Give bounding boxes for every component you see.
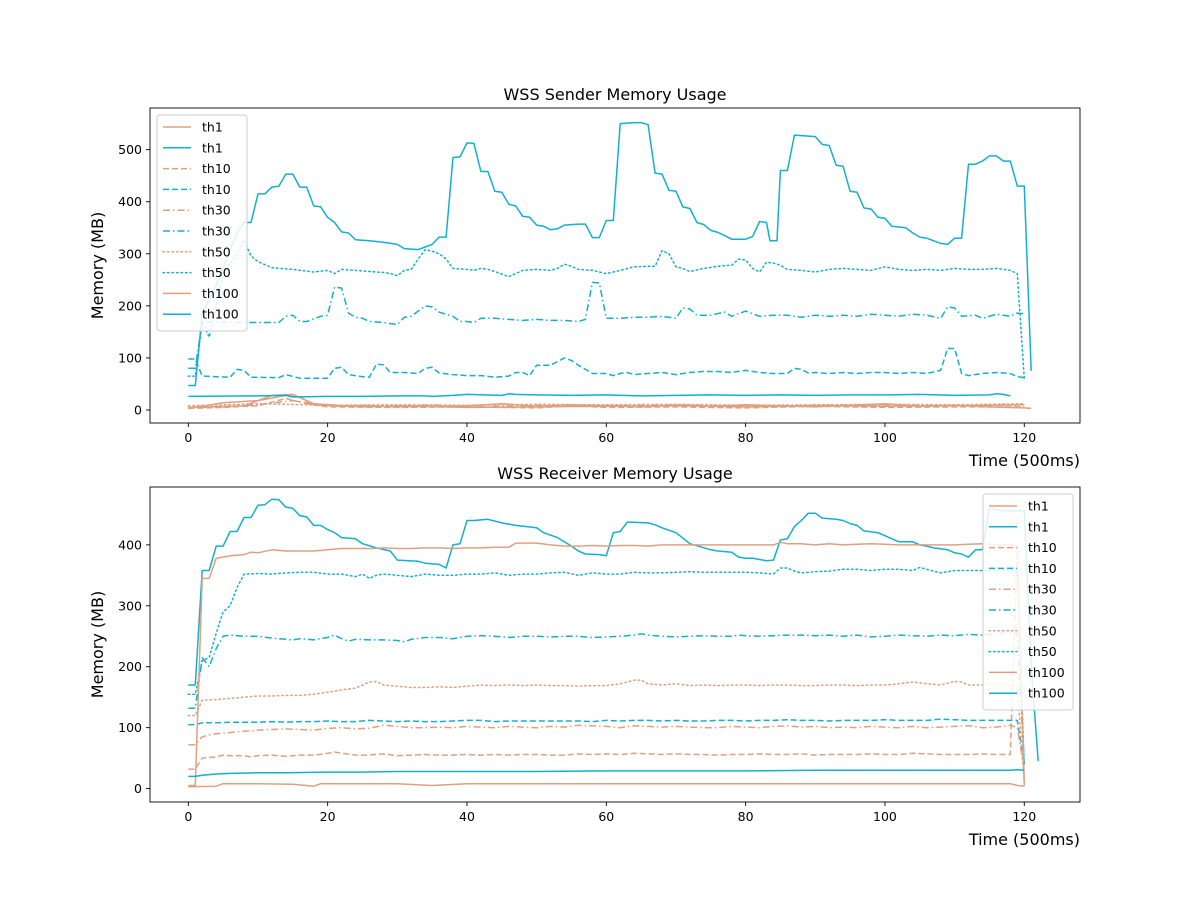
receiver-y-axis-label: Memory (MB) bbox=[88, 591, 107, 698]
sender-x-tick-label: 80 bbox=[738, 430, 754, 445]
receiver-legend-label-th50: th50 bbox=[1028, 623, 1057, 638]
sender-legend-label-th1: th1 bbox=[202, 140, 223, 155]
sender-line-th10-blue bbox=[188, 347, 1025, 379]
sender-line-th30-blue bbox=[188, 281, 1025, 370]
receiver-x-tick-label: 20 bbox=[320, 809, 336, 824]
sender-legend-label-th50: th50 bbox=[202, 265, 231, 280]
sender-y-tick-label: 0 bbox=[134, 402, 142, 417]
sender-axes-frame bbox=[149, 107, 1081, 424]
sender-y-axis-label: Memory (MB) bbox=[88, 212, 107, 319]
receiver-legend-label-th1: th1 bbox=[1028, 499, 1049, 514]
receiver-legend-box bbox=[982, 493, 1074, 711]
receiver-x-tick-label: 0 bbox=[184, 809, 192, 824]
receiver-line-th50-blue bbox=[187, 566, 1026, 769]
receiver-y-tick-label: 100 bbox=[118, 720, 142, 735]
sender-legend-label-th10: th10 bbox=[202, 161, 231, 176]
receiver-line-th30-blue bbox=[188, 631, 1026, 765]
sender-legend-label-th10: th10 bbox=[202, 182, 231, 197]
receiver-x-tick-label: 80 bbox=[738, 809, 754, 824]
sender-legend: th1 th1 th10 th10 th30 th30 th50 th50 th100 th100 bbox=[156, 114, 248, 332]
receiver-y-tick-label: 300 bbox=[118, 598, 142, 613]
receiver-x-axis-label: Time (500ms) bbox=[968, 830, 1080, 849]
sender-x-axis-label: Time (500ms) bbox=[968, 451, 1080, 470]
sender-x-tick-label: 100 bbox=[873, 430, 897, 445]
receiver-chart-title: WSS Receiver Memory Usage bbox=[497, 464, 733, 483]
receiver-memory-chart: 0 20 40 60 80 100 120 0 100 200 300 400 WSS Receiver… bbox=[88, 464, 1081, 849]
receiver-axes-frame bbox=[149, 486, 1081, 803]
sender-legend-label-th30: th30 bbox=[202, 203, 231, 218]
receiver-legend: th1 th1 th10 th10 th30 th30 th50 th50 th100 th100 bbox=[982, 493, 1074, 711]
sender-memory-chart: 0 20 40 60 80 100 120 0 100 200 300 400 500 WSS Sende… bbox=[88, 85, 1081, 470]
receiver-y-tick-label: 400 bbox=[118, 537, 142, 552]
receiver-legend-label-th100: th100 bbox=[1028, 665, 1065, 680]
receiver-line-th10-tan bbox=[188, 546, 1026, 786]
receiver-line-th30-tan bbox=[188, 724, 1026, 771]
receiver-x-tick-label: 40 bbox=[459, 809, 475, 824]
sender-legend-label-th30: th30 bbox=[202, 224, 231, 239]
sender-legend-label-th100: th100 bbox=[202, 286, 239, 301]
receiver-x-tick-label: 100 bbox=[873, 809, 897, 824]
sender-line-th10-tan bbox=[188, 397, 1025, 410]
sender-y-tick-label: 100 bbox=[118, 350, 142, 365]
sender-y-tick-label: 400 bbox=[118, 194, 142, 209]
sender-y-tick-label: 200 bbox=[118, 298, 142, 313]
sender-line-th50-blue bbox=[187, 239, 1026, 380]
receiver-legend-label-th50: th50 bbox=[1028, 644, 1057, 659]
sender-x-tick-label: 40 bbox=[459, 430, 475, 445]
receiver-x-tick-label: 120 bbox=[1012, 809, 1036, 824]
sender-line-th100-tan bbox=[188, 394, 1032, 410]
sender-chart-title: WSS Sender Memory Usage bbox=[503, 85, 726, 104]
sender-line-th1-blue bbox=[188, 121, 1032, 387]
receiver-legend-label-th30: th30 bbox=[1028, 603, 1057, 618]
sender-x-tick-label: 120 bbox=[1012, 430, 1036, 445]
receiver-series-group bbox=[187, 498, 1039, 788]
receiver-y-tick-label: 0 bbox=[134, 781, 142, 796]
receiver-legend-label-th10: th10 bbox=[1028, 561, 1057, 576]
receiver-line-th50-tan bbox=[187, 679, 1026, 784]
receiver-y-tick-label: 200 bbox=[118, 659, 142, 674]
receiver-legend-label-th30: th30 bbox=[1028, 582, 1057, 597]
sender-line-th100-blue bbox=[188, 393, 1011, 398]
sender-y-tick-label: 300 bbox=[118, 246, 142, 261]
sender-legend-label-th1: th1 bbox=[202, 120, 223, 135]
sender-x-tick-label: 20 bbox=[320, 430, 336, 445]
sender-x-tick-label: 0 bbox=[184, 430, 192, 445]
sender-series-group bbox=[187, 121, 1032, 410]
receiver-line-th100-tan bbox=[188, 541, 1026, 787]
receiver-line-th10-blue bbox=[188, 718, 1026, 765]
sender-y-tick-label: 500 bbox=[118, 142, 142, 157]
receiver-line-th1-blue bbox=[188, 498, 1039, 762]
sender-legend-box bbox=[156, 114, 248, 332]
receiver-legend-label-th10: th10 bbox=[1028, 540, 1057, 555]
receiver-legend-label-th1: th1 bbox=[1028, 519, 1049, 534]
receiver-line-th1-tan bbox=[188, 782, 1025, 788]
sender-legend-label-th100: th100 bbox=[202, 307, 239, 322]
sender-legend-label-th50: th50 bbox=[202, 244, 231, 259]
sender-x-tick-label: 60 bbox=[598, 430, 614, 445]
receiver-x-tick-label: 60 bbox=[598, 809, 614, 824]
receiver-line-th100-blue bbox=[188, 768, 1025, 778]
receiver-legend-label-th100: th100 bbox=[1028, 686, 1065, 701]
